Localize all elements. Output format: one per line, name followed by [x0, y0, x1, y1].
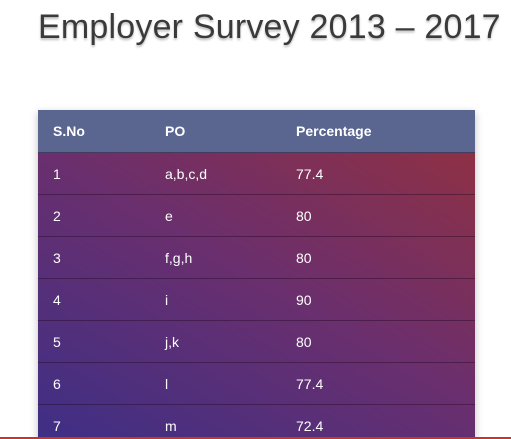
cell-percentage: 77.4	[296, 375, 324, 392]
cell-sno: 6	[53, 375, 61, 392]
cell-po: l	[165, 375, 169, 392]
bottom-accent-line	[0, 437, 511, 439]
table-header-row: S.No PO Percentage	[38, 110, 475, 153]
table-row: 6 l 77.4	[38, 362, 475, 405]
column-header-percentage: Percentage	[296, 123, 372, 139]
page-title: Employer Survey 2013 – 2017	[38, 8, 501, 46]
table-row: 2 e 80	[38, 194, 475, 237]
cell-sno: 1	[53, 165, 61, 182]
cell-sno: 4	[53, 291, 61, 308]
cell-po: i	[165, 291, 169, 308]
column-header-sno: S.No	[53, 123, 85, 139]
table-row: 3 f,g,h 80	[38, 236, 475, 279]
table-row: 7 m 72.4	[38, 404, 475, 439]
cell-sno: 3	[53, 249, 61, 266]
cell-po: j,k	[165, 333, 179, 350]
cell-sno: 2	[53, 207, 61, 224]
cell-po: e	[165, 207, 173, 224]
cell-percentage: 72.4	[296, 417, 324, 434]
column-header-po: PO	[165, 123, 186, 139]
cell-po: m	[165, 417, 177, 434]
table-body: 1 a,b,c,d 77.4 2 e 80 3 f,g,h 80 4 i	[38, 152, 475, 439]
cell-percentage: 80	[296, 249, 312, 266]
cell-po: f,g,h	[165, 249, 193, 266]
table-row: 1 a,b,c,d 77.4	[38, 152, 475, 195]
table-row: 4 i 90	[38, 278, 475, 321]
cell-po: a,b,c,d	[165, 165, 208, 182]
survey-table-container: S.No PO Percentage 1 a,b,c,d 77.4 2 e 80…	[38, 110, 475, 439]
cell-percentage: 77.4	[296, 165, 324, 182]
table-row: 5 j,k 80	[38, 320, 475, 363]
cell-percentage: 80	[296, 333, 312, 350]
cell-percentage: 90	[296, 291, 312, 308]
cell-percentage: 80	[296, 207, 312, 224]
table-header: S.No PO Percentage	[38, 110, 475, 153]
survey-table: S.No PO Percentage 1 a,b,c,d 77.4 2 e 80…	[38, 110, 475, 439]
cell-sno: 5	[53, 333, 61, 350]
cell-sno: 7	[53, 417, 61, 434]
